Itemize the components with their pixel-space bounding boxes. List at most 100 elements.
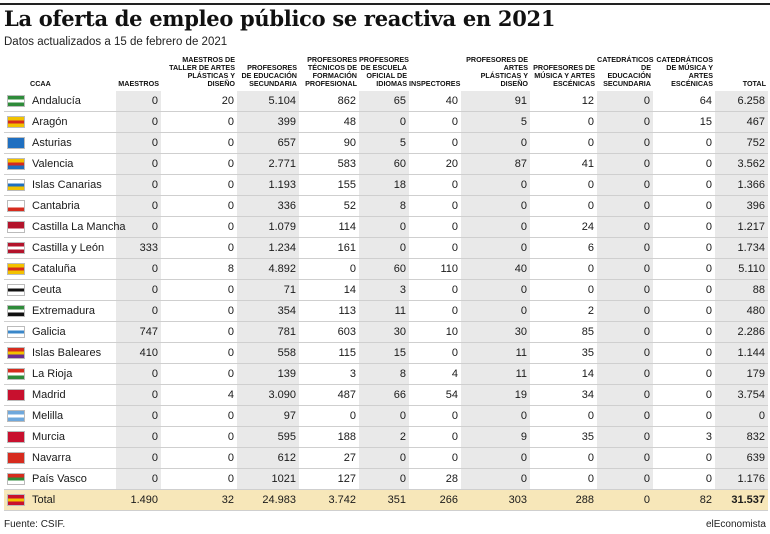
value-cell: 0 bbox=[653, 468, 715, 490]
value-cell: 24 bbox=[530, 216, 597, 238]
value-cell: 0 bbox=[161, 174, 237, 196]
flag-icon bbox=[7, 221, 25, 234]
value-cell: 0 bbox=[116, 132, 161, 154]
flag-icon bbox=[7, 305, 25, 318]
region-cell: Cataluña bbox=[4, 258, 116, 280]
page-title: La oferta de empleo público se reactiva … bbox=[4, 6, 556, 31]
row-total-cell: 1.144 bbox=[715, 342, 768, 364]
value-cell: 114 bbox=[299, 216, 359, 238]
value-cell: 351 bbox=[359, 489, 409, 511]
value-cell: 1.234 bbox=[237, 237, 299, 259]
flag-icon bbox=[7, 431, 25, 444]
region-cell: Navarra bbox=[4, 447, 116, 469]
value-cell: 0 bbox=[653, 153, 715, 175]
value-cell: 0 bbox=[359, 447, 409, 469]
table-row: Castilla La Mancha 0 0 1.079 114 0 0 0 24 0 0 1.217 bbox=[4, 216, 768, 238]
value-cell: 0 bbox=[530, 132, 597, 154]
value-cell: 0 bbox=[597, 91, 653, 112]
row-total-cell: 1.217 bbox=[715, 216, 768, 238]
value-cell: 14 bbox=[299, 279, 359, 301]
flag-icon bbox=[7, 410, 25, 423]
value-cell: 41 bbox=[530, 153, 597, 175]
value-cell: 15 bbox=[359, 342, 409, 364]
value-cell: 333 bbox=[116, 237, 161, 259]
row-total-cell: 480 bbox=[715, 300, 768, 322]
table-row: Ceuta 0 0 71 14 3 0 0 0 0 0 88 bbox=[4, 279, 768, 301]
value-cell: 0 bbox=[116, 405, 161, 427]
flag-icon bbox=[7, 116, 25, 129]
value-cell: 0 bbox=[161, 321, 237, 343]
value-cell: 0 bbox=[116, 195, 161, 217]
value-cell: 0 bbox=[116, 363, 161, 385]
value-cell: 0 bbox=[530, 258, 597, 280]
table-row: Navarra 0 0 612 27 0 0 0 0 0 0 639 bbox=[4, 447, 768, 469]
column-header: MAESTROS DE TALLER DE ARTES PLÁSTICAS Y … bbox=[169, 55, 235, 88]
value-cell: 2 bbox=[359, 426, 409, 448]
column-header: INSPECTORES bbox=[409, 79, 461, 88]
region-cell: Madrid bbox=[4, 384, 116, 406]
value-cell: 0 bbox=[161, 447, 237, 469]
region-name: Islas Baleares bbox=[32, 346, 102, 359]
region-name: Castilla y León bbox=[32, 241, 105, 254]
value-cell: 0 bbox=[409, 174, 461, 196]
flag-icon bbox=[7, 263, 25, 276]
value-cell: 399 bbox=[237, 111, 299, 133]
flag-icon bbox=[7, 452, 25, 465]
flag-icon bbox=[7, 494, 25, 507]
region-cell: Cantabria bbox=[4, 195, 116, 217]
region-cell: Extremadura bbox=[4, 300, 116, 322]
value-cell: 28 bbox=[409, 468, 461, 490]
row-total-cell: 3.754 bbox=[715, 384, 768, 406]
value-cell: 487 bbox=[299, 384, 359, 406]
value-cell: 0 bbox=[597, 237, 653, 259]
row-total-cell: 88 bbox=[715, 279, 768, 301]
value-cell: 0 bbox=[116, 300, 161, 322]
region-name: Valencia bbox=[32, 157, 74, 170]
table-row: Melilla 0 0 97 0 0 0 0 0 0 0 0 bbox=[4, 405, 768, 427]
value-cell: 0 bbox=[461, 216, 530, 238]
row-total-cell: 179 bbox=[715, 363, 768, 385]
value-cell: 862 bbox=[299, 91, 359, 112]
value-cell: 19 bbox=[461, 384, 530, 406]
flag-icon bbox=[7, 473, 25, 486]
region-cell: Total bbox=[4, 489, 116, 511]
value-cell: 288 bbox=[530, 489, 597, 511]
value-cell: 0 bbox=[161, 300, 237, 322]
table-row: Islas Baleares 410 0 558 115 15 0 11 35 0 0 1.144 bbox=[4, 342, 768, 364]
value-cell: 0 bbox=[597, 363, 653, 385]
value-cell: 127 bbox=[299, 468, 359, 490]
value-cell: 0 bbox=[597, 195, 653, 217]
value-cell: 64 bbox=[653, 91, 715, 112]
value-cell: 0 bbox=[161, 342, 237, 364]
value-cell: 8 bbox=[359, 363, 409, 385]
row-total-cell: 6.258 bbox=[715, 91, 768, 112]
value-cell: 1021 bbox=[237, 468, 299, 490]
value-cell: 0 bbox=[461, 279, 530, 301]
region-cell: Islas Baleares bbox=[4, 342, 116, 364]
value-cell: 30 bbox=[359, 321, 409, 343]
column-header: PROFESORES DE ESCUELA OFICIAL DE IDIOMAS bbox=[359, 55, 409, 88]
top-rule bbox=[0, 3, 770, 5]
region-name: Galicia bbox=[32, 325, 66, 338]
value-cell: 40 bbox=[461, 258, 530, 280]
value-cell: 0 bbox=[161, 195, 237, 217]
value-cell: 0 bbox=[461, 195, 530, 217]
value-cell: 0 bbox=[409, 195, 461, 217]
flag-icon bbox=[7, 95, 25, 108]
value-cell: 0 bbox=[597, 447, 653, 469]
flag-icon bbox=[7, 368, 25, 381]
value-cell: 1.079 bbox=[237, 216, 299, 238]
value-cell: 0 bbox=[409, 111, 461, 133]
value-cell: 48 bbox=[299, 111, 359, 133]
value-cell: 32 bbox=[161, 489, 237, 511]
value-cell: 0 bbox=[161, 405, 237, 427]
value-cell: 0 bbox=[653, 132, 715, 154]
value-cell: 91 bbox=[461, 91, 530, 112]
value-cell: 0 bbox=[461, 300, 530, 322]
value-cell: 0 bbox=[409, 279, 461, 301]
value-cell: 0 bbox=[597, 342, 653, 364]
value-cell: 10 bbox=[409, 321, 461, 343]
flag-icon bbox=[7, 389, 25, 402]
value-cell: 0 bbox=[116, 153, 161, 175]
value-cell: 0 bbox=[409, 237, 461, 259]
